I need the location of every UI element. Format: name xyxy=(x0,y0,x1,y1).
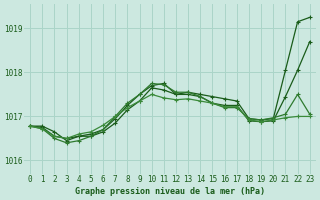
X-axis label: Graphe pression niveau de la mer (hPa): Graphe pression niveau de la mer (hPa) xyxy=(75,187,265,196)
